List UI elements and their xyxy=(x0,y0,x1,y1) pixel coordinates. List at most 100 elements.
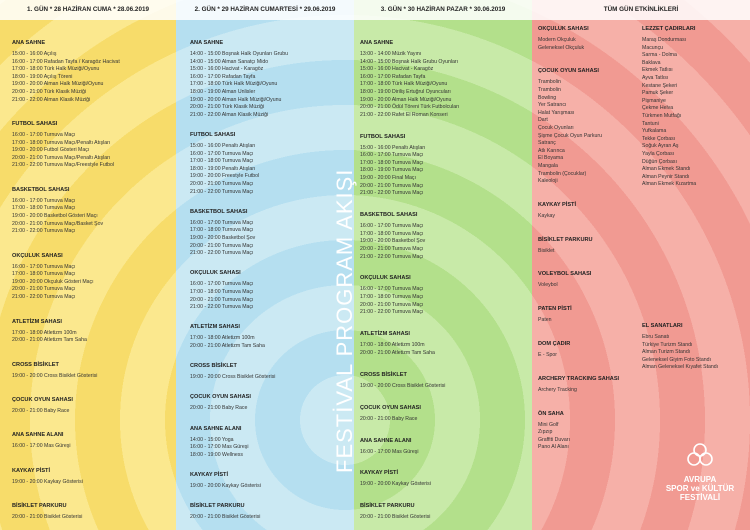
section-title: OKÇULUK SAHASI xyxy=(190,270,241,277)
schedule-item: 21:00 - 22:00 Turnuva Maçı xyxy=(360,253,424,260)
schedule-item: 17:00 - 18:00 Turnuva Maçı xyxy=(360,230,424,237)
logo-icon xyxy=(687,443,713,466)
section: ANA SAHNE 13:00 - 14:00 Müzik Yayını 14:00… xyxy=(360,40,528,119)
schedule-item: 16:00 - 17:00 Turnuva Maçı xyxy=(360,152,424,159)
section-title: BİSİKLET PARKURU xyxy=(12,503,67,510)
schedule-item: 21:00 - 22:00 Turnuva Maçı/Freestyle Fut… xyxy=(12,162,115,169)
schedule-item: 16:00 - 17:00 Turnuva Maçı xyxy=(12,263,76,270)
schedule-item: 18:00 - 19:00 Diriliş Ertuğrul Oyuncular… xyxy=(360,88,451,95)
section: OKÇULUK SAHASI Modern Okçuluk Geleneksel O… xyxy=(538,26,638,52)
section-title: ANA SAHNE xyxy=(190,40,224,46)
sections: ANA SAHNE 13:00 - 14:00 Müzik Yayını 14:00… xyxy=(360,40,528,522)
schedule-item: 20:00 - 21:00 Turnuva Maçı xyxy=(360,245,424,252)
section: BASKETBOL SAHASI 16:00 - 17:00 Turnuva Ma… xyxy=(190,209,350,258)
schedule-item: 19:00 - 20:00 Alman Halk Müziği/Oyunu xyxy=(190,96,282,103)
schedule-item: 20:00 - 21:00 Turnuva Maçı xyxy=(360,182,424,189)
schedule-item: 17:00 - 18:00 Türk Halk Müziği/Oyunu xyxy=(360,81,448,88)
schedule-item: Kaleoloji xyxy=(538,178,558,185)
schedule-item: Trambolin xyxy=(538,86,561,93)
schedule-item: Alman Ekmek Standı xyxy=(642,166,691,173)
section-title: DOM ÇADIR xyxy=(538,341,571,347)
section-title: VOLEYBOL SAHASI xyxy=(538,271,592,278)
day-column: 2. GÜN * 29 HAZİRAN CUMARTESİ * 29.06.20… xyxy=(176,0,354,530)
schedule-item: 15:00 - 16:00 Hacivat - Karagöz xyxy=(360,66,434,73)
schedule-item: 18:00 - 19:00 Turnuva Maçı xyxy=(360,167,424,174)
schedule-item: Kestane Şekeri xyxy=(642,82,678,89)
section: OKÇULUK SAHASI 16:00 - 17:00 Turnuva Maçı… xyxy=(360,275,528,316)
schedule-item: 21:00 - 22:00 Turnuva Maçı xyxy=(360,309,424,316)
schedule-item: 17:00 - 18:00 Turnuva Maçı xyxy=(12,271,76,278)
sections: ANA SAHNE 15:00 - 16:00 Açılış 16:00 - 17:… xyxy=(12,40,172,522)
section: ANA SAHNE ALANI 16:00 - 17:00 Mas Güreşi xyxy=(12,432,172,451)
schedule-item: 16:00 - 17:00 Rafadan Tayfa / Karagöz Ha… xyxy=(12,58,120,65)
schedule-item: 16:00 - 17:00 Mas Güreşi xyxy=(190,444,249,451)
section-title: CROSS BİSİKLET xyxy=(190,363,237,370)
schedule-item: 20:00 - 21:00 Atletizm Tam Saha xyxy=(12,337,87,344)
schedule-item: 16:00 - 17:00 Rafadan Tayfa xyxy=(190,73,256,80)
section: CROSS BİSİKLET 19:00 - 20:00 Cross Bisikl… xyxy=(360,372,528,391)
schedule-item: 18:00 - 19:00 Penaltı Atışları xyxy=(190,165,256,172)
schedule-item: 19:00 - 20:00 Cross Bisiklet Gösterisi xyxy=(12,372,98,379)
schedule-item: 19:00 - 20:00 Freestyle Futbol xyxy=(190,173,260,180)
section-title: ANA SAHNE ALANI xyxy=(360,437,412,444)
section-title: CROSS BİSİKLET xyxy=(12,361,59,368)
section: DOM ÇADIR E - Spor xyxy=(538,341,638,360)
schedule-item: 17:00 - 18:00 Atletizm 100m xyxy=(360,342,425,349)
schedule-item: 14:00 - 15:00 Yoga xyxy=(190,436,234,443)
section-title: EL SANATLARI xyxy=(642,323,683,330)
logo: AVRUPA SPOR ve KÜLTÜR FESTİVALİ xyxy=(655,440,745,502)
schedule-item: 16:00 - 17:00 Mas Güreşi xyxy=(12,443,71,450)
schedule-item: 14:00 - 15:00 Boşnak Halk Oyunları Grubu xyxy=(190,51,289,57)
section-title: LEZZET ÇADIRLARI xyxy=(642,26,696,32)
schedule-item: El Boyama xyxy=(538,155,564,162)
section-title: CROSS BİSİKLET xyxy=(360,371,407,378)
section: FUTBOL SAHASI 16:00 - 17:00 Turnuva Maçı 1… xyxy=(12,121,172,170)
section-title: ATLETİZM SAHASI xyxy=(360,331,410,338)
section-title: BİSİKLET PARKURU xyxy=(190,503,245,510)
schedule-item: 19:00 - 20:00 Basketbol Şov xyxy=(360,238,426,245)
schedule-item: Pano Al Alanı xyxy=(538,444,569,451)
section-title: OKÇULUK SAHASI xyxy=(538,26,589,32)
schedule-item: 18:00 - 19:00 Alman Unlisler xyxy=(190,88,256,95)
section-title: ARCHERY TRACKING SAHASI xyxy=(538,375,620,382)
schedule-item: Ebru Sanatı xyxy=(642,334,670,341)
schedule-item: 21:00 - 22:00 Alman Klasik Müziği xyxy=(190,111,269,118)
section-title: ANA SAHNE ALANI xyxy=(12,432,64,439)
section-title: ATLETİZM SAHASI xyxy=(12,318,62,325)
schedule-item: 19:00 - 20:00 Alman Halk Müziği/Oyunu xyxy=(12,81,104,88)
schedule-item: Ayva Tatlısı xyxy=(642,74,669,81)
section-title: KAYKAY PİSTİ xyxy=(12,467,51,474)
schedule-item: 17:00 - 18:00 Turnuva Maçı xyxy=(190,227,254,234)
section-title: BİSİKLET PARKURU xyxy=(538,236,593,243)
section: ARCHERY TRACKING SAHASI Archery Tracking xyxy=(538,376,638,395)
section: ATLETİZM SAHASI 17:00 - 18:00 Atletizm 10… xyxy=(360,331,528,357)
schedule-item: Bowling xyxy=(538,94,557,101)
section-title: OKÇULUK SAHASI xyxy=(360,275,411,282)
schedule-item: Alman Peynir Standı xyxy=(642,173,690,180)
schedule-item: 14:00 - 15:00 Alman Sanatçı Mido xyxy=(190,58,269,65)
schedule-item: 16:00 - 17:00 Turnuva Maçı xyxy=(190,219,254,226)
section-title: OKÇULUK SAHASI xyxy=(12,252,63,259)
day-column: 3. GÜN * 30 HAZİRAN PAZAR * 30.06.2019 AN… xyxy=(354,0,532,530)
section-title: ATLETİZM SAHASI xyxy=(190,324,240,331)
schedule-item: Pamuk Şeker xyxy=(642,90,674,97)
schedule-item: 20:00 - 21:00 Turnuva Maçı/Basket Şov xyxy=(12,220,104,227)
section-title: PATEN PİSTİ xyxy=(538,306,572,313)
schedule-item: 17:00 - 18:00 Atletizm 100m xyxy=(12,329,77,336)
schedule-item: Yayla Çorbası xyxy=(642,150,675,157)
column-header: TÜM GÜN ETKİNLİKLERİ xyxy=(532,0,750,20)
schedule-item: 20:00 - 21:00 Turnuva Maçı xyxy=(360,301,424,308)
section: PATEN PİSTİ Paten xyxy=(538,306,638,325)
section: BASKETBOL SAHASI 16:00 - 17:00 Turnuva Ma… xyxy=(12,187,172,236)
section: ANA SAHNE ALANI 14:00 - 15:00 Yoga 16:00 -… xyxy=(190,426,350,460)
section: BASKETBOL SAHASI 16:00 - 17:00 Turnuva Ma… xyxy=(360,212,528,261)
section-title: KAYKAY PİSTİ xyxy=(190,472,229,479)
schedule-item: Baklava xyxy=(642,59,661,66)
section-title: FUTBOL SAHASI xyxy=(190,131,236,138)
schedule-item: Alman Geleneksel Kıyafet Standı xyxy=(642,364,719,371)
schedule-item: 19:00 - 20:00 Basketbol Şov xyxy=(190,234,256,241)
schedule-item: 16:00 - 17:00 Mas Güreşi xyxy=(360,448,419,455)
section: CROSS BİSİKLET 19:00 - 20:00 Cross Bisikl… xyxy=(12,362,172,381)
schedule-item: Geleneksel Giyim Foto Standı xyxy=(642,356,711,363)
